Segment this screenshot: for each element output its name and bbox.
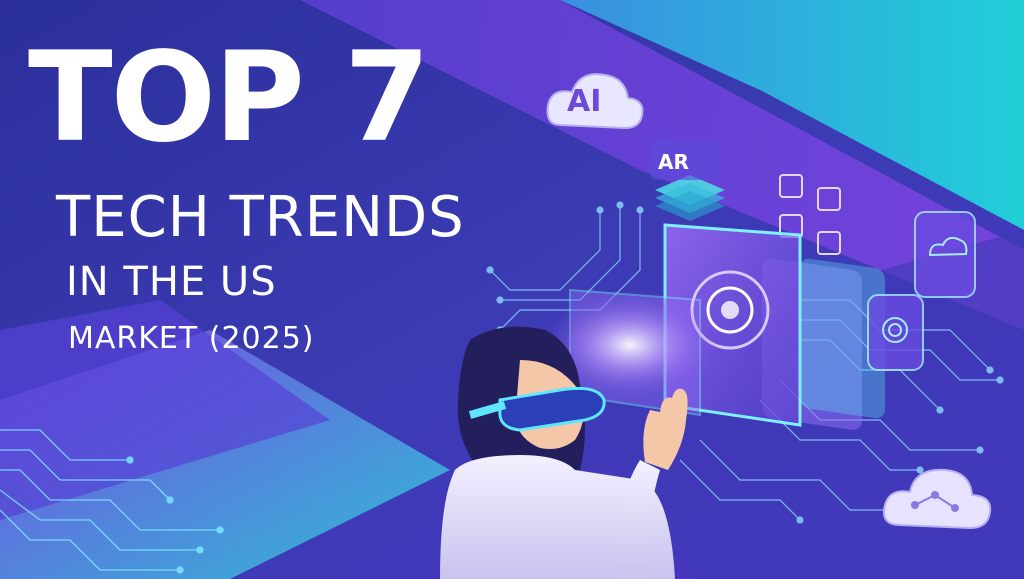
ar-label: AR (658, 150, 689, 174)
vr-headset-icon (440, 326, 688, 579)
cloud-network-icon (883, 468, 992, 530)
ai-label: AI (567, 84, 602, 119)
title-tech-trends: TECH TRENDS (56, 185, 465, 250)
title-top-seven: TOP 7 (28, 26, 430, 170)
cloud-ai-icon (546, 73, 644, 130)
circuit-lines-icon (0, 429, 224, 574)
ar-stack-icon (650, 140, 725, 221)
title-market-year: MARKET (2025) (68, 321, 315, 356)
title-in-the-us: IN THE US (66, 259, 277, 305)
